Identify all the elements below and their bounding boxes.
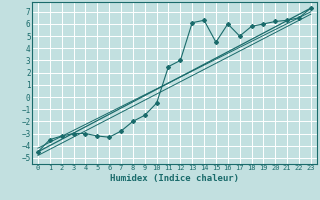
X-axis label: Humidex (Indice chaleur): Humidex (Indice chaleur) [110,174,239,183]
